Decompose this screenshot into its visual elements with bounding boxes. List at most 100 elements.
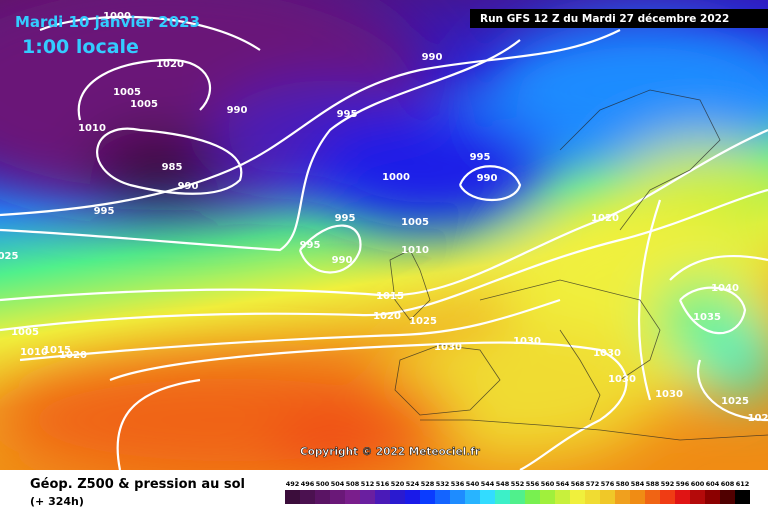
isobar-label: 1010 [78, 123, 106, 134]
scale-swatch [645, 490, 660, 504]
scale-label: 512 [361, 480, 375, 488]
scale-swatch [315, 490, 330, 504]
isobar-label: 995 [470, 152, 491, 163]
isobar-label: 995 [300, 240, 321, 251]
isobar-label: 1015 [43, 345, 71, 356]
scale-label: 544 [481, 480, 495, 488]
isobar-label: 1030 [513, 336, 541, 347]
scale-swatch [570, 490, 585, 504]
scale-swatch [630, 490, 645, 504]
scale-label: 564 [556, 480, 570, 488]
scale-label: 560 [541, 480, 555, 488]
scale-swatch [285, 490, 300, 504]
isobar-label: 1010 [20, 347, 48, 358]
scale-label: 496 [301, 480, 315, 488]
isobar-label: 1020 [59, 350, 87, 361]
scale-swatch [405, 490, 420, 504]
isobar-label: 1020 [373, 311, 401, 322]
isobar-label: 990 [477, 173, 498, 184]
copyright: Copyright © 2022 Meteociel.fr [300, 446, 481, 458]
isobar-label: 1015 [376, 291, 404, 302]
scale-swatch [660, 490, 675, 504]
isobar-labels: 1000 1020 1005 1005 1010 990 985 990 995 990 995 10… [0, 11, 768, 424]
scale-swatch [450, 490, 465, 504]
legend-title: Géop. Z500 & pression au sol [30, 477, 245, 492]
scale-swatch [465, 490, 480, 504]
isobar-label: 1005 [401, 217, 429, 228]
isobar-label: 1000 [103, 11, 131, 22]
scale-swatch [720, 490, 735, 504]
scale-label: 504 [331, 480, 345, 488]
scale-swatch [300, 490, 315, 504]
isobar-label: 1030 [434, 342, 462, 353]
scale-label: 596 [676, 480, 690, 488]
legend-lead: (+ 324h) [30, 495, 84, 508]
scale-label: 548 [496, 480, 510, 488]
field [0, 0, 768, 480]
scale-label: 572 [586, 480, 600, 488]
scale-label: 592 [661, 480, 675, 488]
isobar-label: 102 [748, 413, 768, 424]
scale-swatch [435, 490, 450, 504]
scale-swatch [510, 490, 525, 504]
scale-swatch [615, 490, 630, 504]
map-time: 1:00 locale [22, 36, 139, 58]
scale-label: 492 [286, 480, 300, 488]
isobar-label: 995 [94, 206, 115, 217]
isobar-label: 1030 [593, 348, 621, 359]
isobar-label: 985 [162, 162, 183, 173]
scale-swatch [525, 490, 540, 504]
scale-label: 568 [571, 480, 585, 488]
isobar-label: 990 [422, 52, 443, 63]
scale-label: 528 [421, 480, 435, 488]
isobar-label: 025 [0, 251, 18, 262]
scale-swatch [540, 490, 555, 504]
isobar-label: 1040 [711, 283, 739, 294]
scale-label: 508 [346, 480, 360, 488]
isobar-label: 990 [332, 255, 353, 266]
isobars [0, 15, 768, 471]
scale-label: 576 [601, 480, 615, 488]
isobar-label: 1000 [382, 172, 410, 183]
coastlines [389, 89, 768, 441]
scale-swatch [375, 490, 390, 504]
isobar-label: 995 [335, 213, 356, 224]
scale-label: 556 [526, 480, 540, 488]
scale-label: 524 [406, 480, 420, 488]
isobar-label: 1010 [401, 245, 429, 256]
scale-label: 516 [376, 480, 390, 488]
scale-label: 580 [616, 480, 630, 488]
scale-swatch [420, 490, 435, 504]
scale-swatch [345, 490, 360, 504]
scale-swatch [735, 490, 750, 504]
isobar-label: 995 [337, 109, 358, 120]
isobar-label: 1025 [409, 316, 437, 327]
scale-label: 612 [736, 480, 750, 488]
scale-label: 500 [316, 480, 330, 488]
scale-swatch [705, 490, 720, 504]
scale-label: 536 [451, 480, 465, 488]
scale-swatch [675, 490, 690, 504]
isobar-label: 990 [178, 181, 199, 192]
scale-swatch [585, 490, 600, 504]
scale-label: 540 [466, 480, 480, 488]
scale-label: 584 [631, 480, 645, 488]
isobar-label: 1020 [591, 213, 619, 224]
scale-swatch [390, 490, 405, 504]
scale-swatch [480, 490, 495, 504]
isobar-label: 1035 [693, 312, 721, 323]
scale-swatch [555, 490, 570, 504]
isobar-label: 1030 [608, 374, 636, 385]
scale-swatch [330, 490, 345, 504]
scale-label: 604 [706, 480, 720, 488]
isobar-label: 1005 [113, 87, 141, 98]
scale-label: 608 [721, 480, 735, 488]
isobar-label: 990 [227, 105, 248, 116]
scale-label: 532 [436, 480, 450, 488]
scale-swatch [600, 490, 615, 504]
isobar-label: 1005 [11, 327, 39, 338]
color-scale: 492 496 500 504 508 512 516 520 524 528 532 536 540 5… [285, 480, 750, 504]
map-date: Mardi 10 janvier 2023 [15, 13, 200, 31]
isobar-label: 1020 [156, 59, 184, 70]
